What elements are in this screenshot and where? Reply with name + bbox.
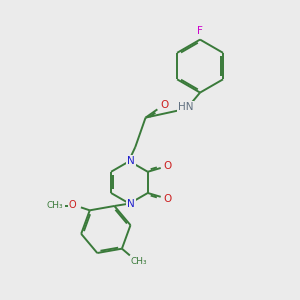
Text: N: N bbox=[127, 156, 135, 166]
Text: CH₃: CH₃ bbox=[46, 201, 63, 210]
Text: O: O bbox=[164, 161, 172, 171]
Text: O: O bbox=[164, 194, 172, 204]
Text: O: O bbox=[160, 100, 168, 110]
Text: CH₃: CH₃ bbox=[130, 257, 147, 266]
Text: N: N bbox=[127, 199, 135, 209]
Text: HN: HN bbox=[178, 102, 193, 112]
Text: F: F bbox=[197, 26, 203, 36]
Text: O: O bbox=[69, 200, 76, 210]
